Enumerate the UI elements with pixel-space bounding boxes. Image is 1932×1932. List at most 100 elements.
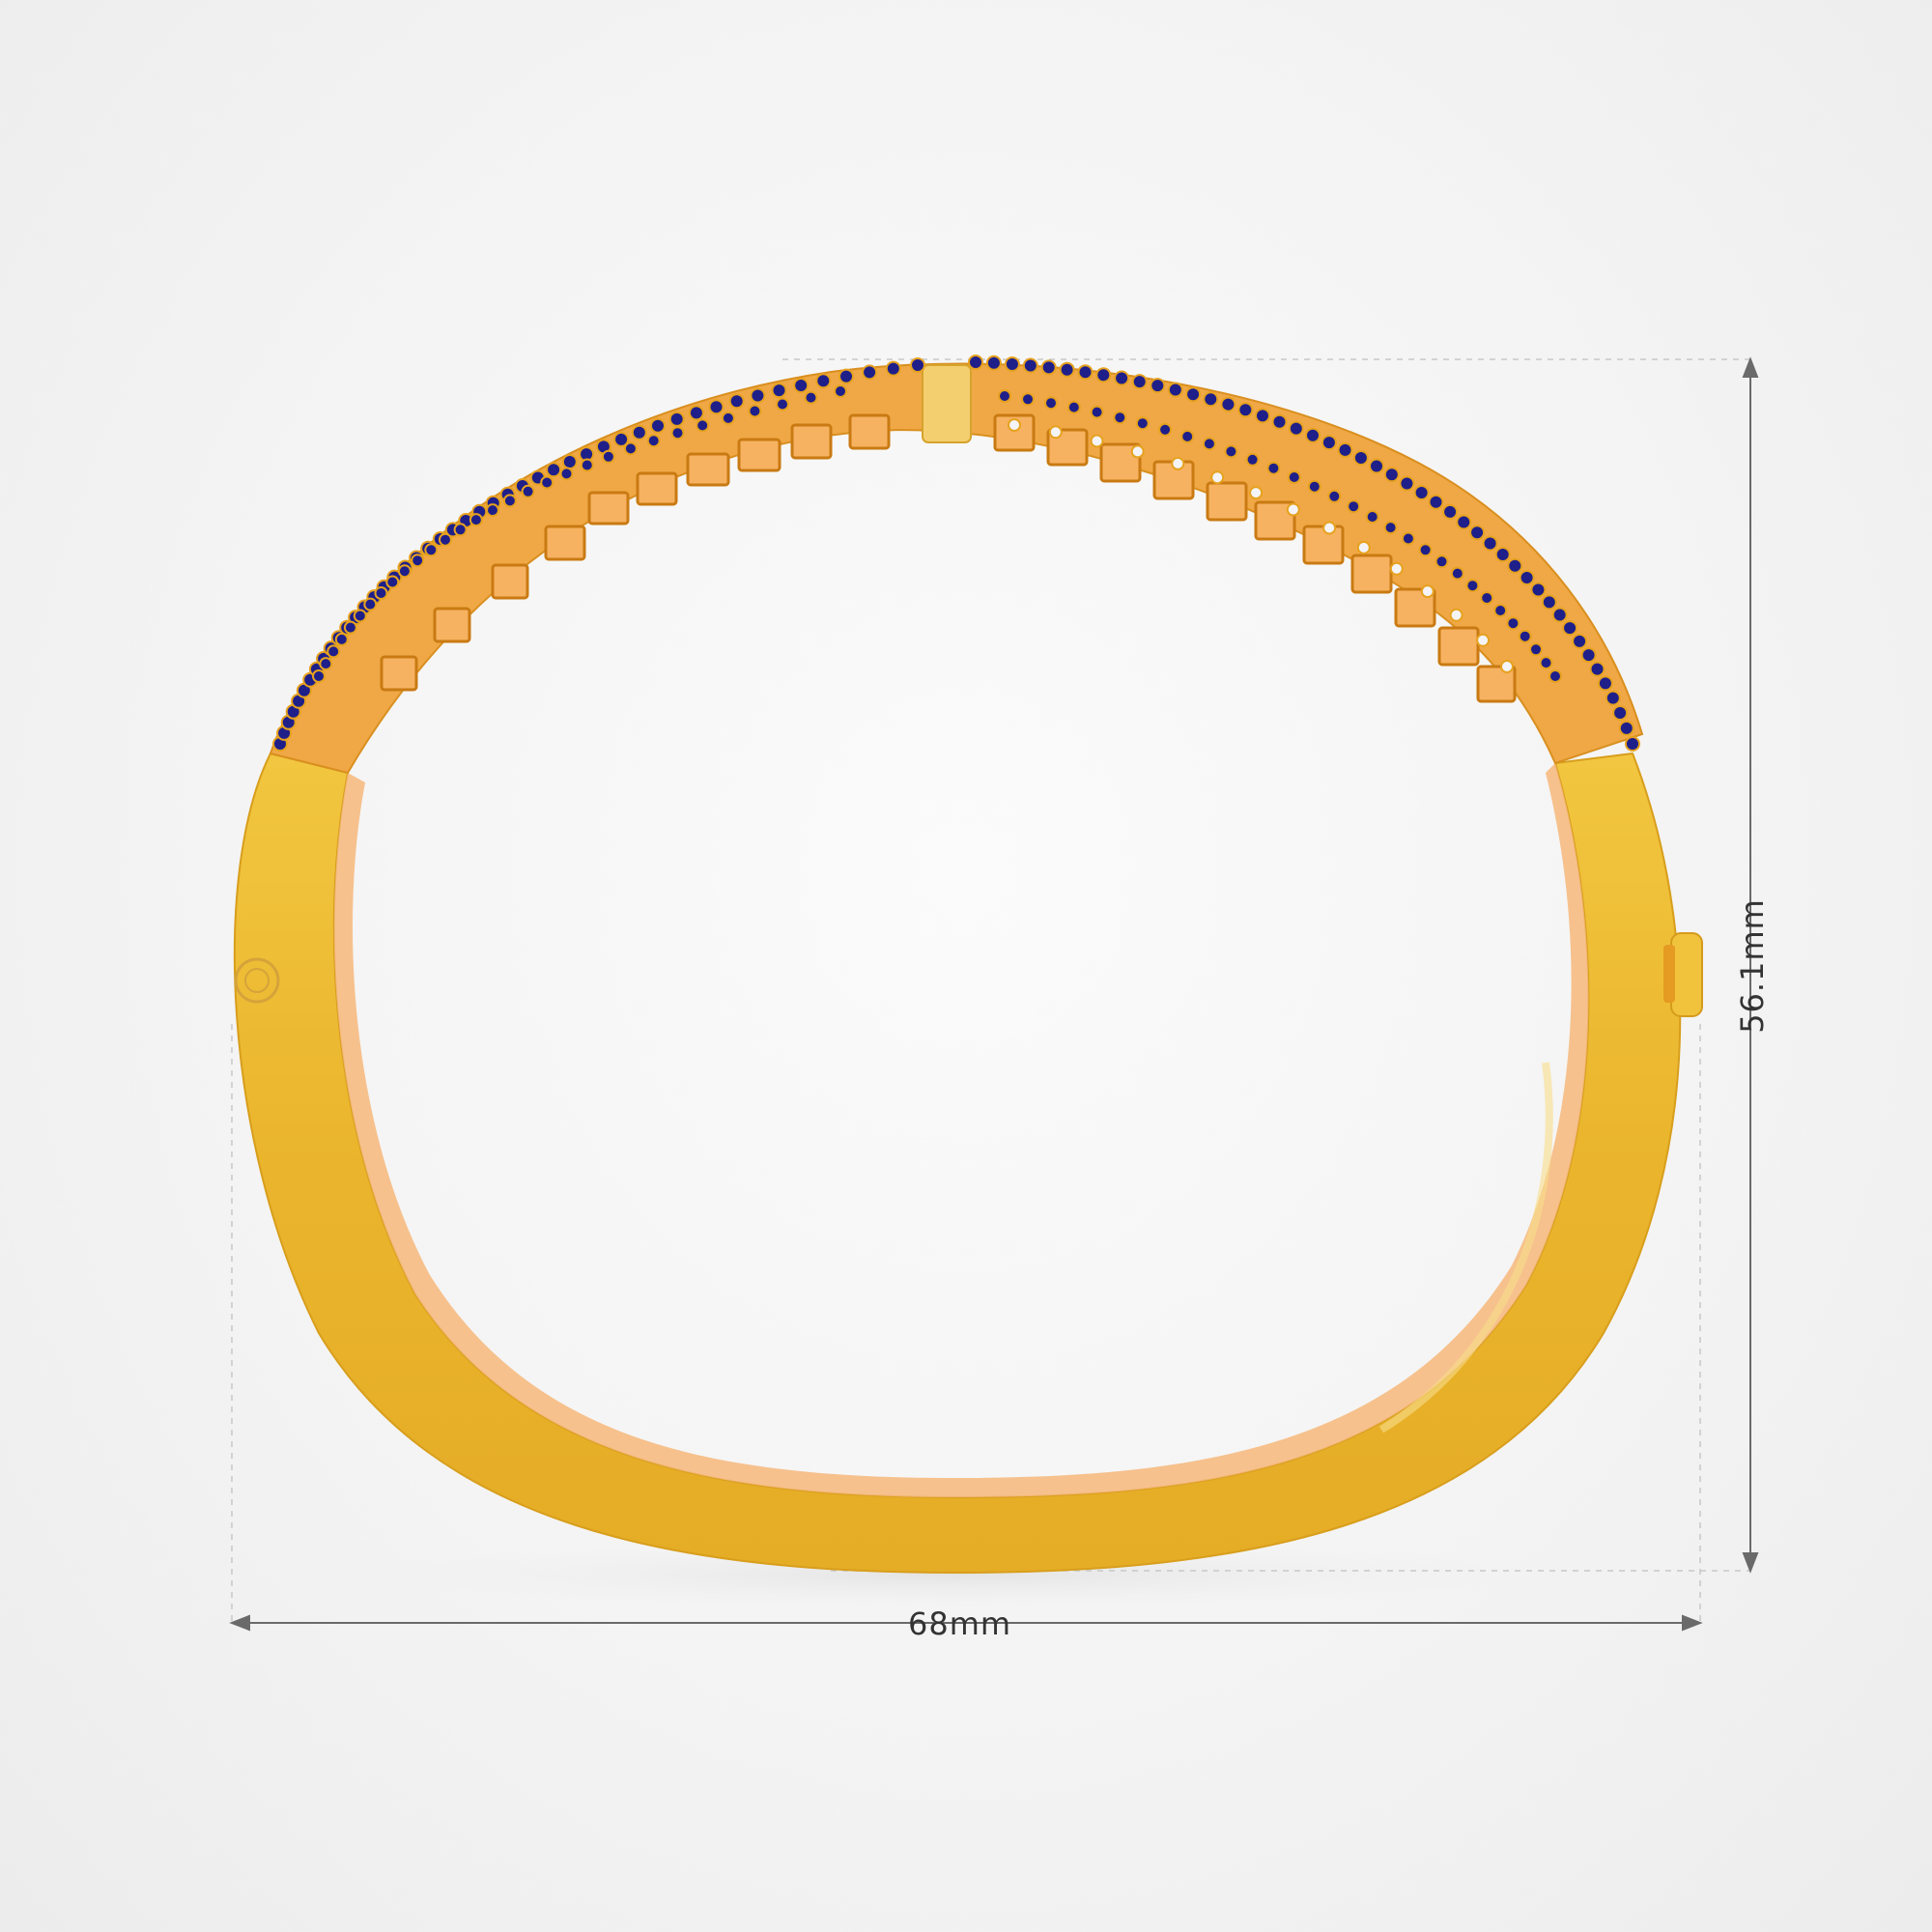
- arrow-down-icon: [1742, 1552, 1759, 1574]
- sapphire-gem: [1541, 594, 1557, 611]
- diamond-accent: [1476, 633, 1491, 647]
- sapphire-gem: [561, 454, 578, 469]
- sapphire-gem: [1288, 420, 1304, 437]
- sapphire-gem: [668, 411, 685, 427]
- sapphire-gem: [838, 368, 854, 384]
- sapphire-gem: [546, 462, 562, 478]
- bangle-outer-band: [233, 752, 1682, 1575]
- sapphire-gem: [1095, 367, 1112, 384]
- sapphire-gem: [748, 404, 762, 418]
- sapphire-gem: [353, 609, 367, 623]
- diamond-accent: [1420, 584, 1435, 599]
- sapphire-gem: [728, 393, 745, 410]
- diamond-accent: [1090, 434, 1104, 448]
- sapphire-gem: [1589, 661, 1605, 677]
- sapphire-gem: [1530, 582, 1547, 598]
- sapphire-gem: [1347, 499, 1361, 514]
- sapphire-gem: [1539, 656, 1553, 670]
- sapphire-gem: [1413, 485, 1430, 500]
- sapphire-gem: [793, 378, 810, 393]
- sapphire-gem: [1040, 359, 1057, 376]
- sapphire-gem: [885, 360, 901, 377]
- diamond-accent: [1008, 418, 1021, 432]
- sapphire-gem: [1044, 396, 1058, 411]
- sapphire-gem: [688, 405, 704, 421]
- sapphire-gem: [1506, 616, 1520, 631]
- sapphire-gem: [1202, 437, 1216, 451]
- sapphire-gem: [1321, 435, 1337, 451]
- sapphire-gem: [312, 669, 326, 683]
- center-clasp: [922, 364, 972, 443]
- sapphire-gem: [1480, 591, 1494, 605]
- sapphire-gem: [1059, 361, 1075, 378]
- sapphire-gem: [1548, 669, 1562, 683]
- sapphire-gem: [1612, 705, 1629, 721]
- sapphire-gem: [708, 399, 724, 415]
- sapphire-gem: [1180, 429, 1195, 443]
- sapphire-gem: [1518, 629, 1532, 643]
- sapphire-gem: [559, 467, 574, 481]
- sapphire-gem: [1220, 396, 1236, 412]
- diamond-accent: [1449, 608, 1463, 622]
- sapphire-gem: [1307, 479, 1321, 494]
- sapphire-gem: [646, 434, 661, 448]
- diamond-accent: [1356, 540, 1371, 554]
- sapphire-gem: [834, 384, 847, 398]
- sapphire-gem: [1255, 408, 1270, 424]
- sapphire-gem: [1450, 566, 1464, 581]
- arrow-right-icon: [1682, 1614, 1703, 1632]
- sapphire-gem: [1004, 356, 1020, 372]
- sapphire-gem: [1131, 374, 1148, 390]
- sapphire-gem: [1469, 525, 1486, 541]
- diamond-accent: [1249, 486, 1264, 500]
- sapphire-gem: [1150, 378, 1166, 394]
- sapphire-gem: [1572, 633, 1588, 649]
- sapphire-gem: [424, 543, 439, 557]
- arrow-up-icon: [1742, 356, 1759, 378]
- sapphire-gem: [613, 431, 630, 447]
- diamond-accent: [1322, 521, 1337, 535]
- sapphire-gem: [776, 397, 789, 412]
- sapphire-gem: [521, 484, 535, 498]
- sapphire-gem: [1551, 607, 1568, 623]
- sapphire-gem: [1456, 514, 1472, 530]
- sapphire-gem: [985, 355, 1002, 371]
- sapphire-gem: [968, 355, 983, 370]
- hinge-icon: [234, 957, 280, 1004]
- sapphire-gem: [1021, 392, 1035, 407]
- sapphire-gem: [1428, 494, 1444, 510]
- sapphire-gem: [1090, 405, 1104, 419]
- sapphire-gem: [374, 586, 388, 600]
- sapphire-gem: [1185, 386, 1202, 403]
- arrow-left-icon: [229, 1614, 250, 1632]
- sapphire-gem: [650, 417, 666, 434]
- sapphire-gem: [540, 475, 554, 490]
- sapphire-gem: [910, 357, 925, 373]
- sapphire-gem: [1519, 570, 1535, 585]
- sapphire-gem: [1245, 452, 1260, 467]
- sapphire-gem: [815, 373, 832, 389]
- sapphire-gem: [1465, 579, 1480, 593]
- sapphire-gem: [363, 597, 378, 611]
- sapphire-gem: [397, 564, 412, 579]
- sapphire-gem: [771, 383, 787, 399]
- sapphire-gem: [327, 644, 341, 659]
- sapphire-gem: [580, 458, 594, 472]
- sapphire-gem: [631, 424, 647, 440]
- sapphire-gem: [1266, 461, 1281, 475]
- sapphire-gem: [601, 449, 615, 464]
- height-dimension-label: 56.1mm: [1734, 898, 1771, 1034]
- sapphire-gem: [1529, 642, 1543, 657]
- diamond-accent: [1210, 470, 1225, 485]
- diamond-accent: [1048, 425, 1063, 440]
- clasp-button-icon: [1670, 932, 1703, 1017]
- sapphire-gem: [1597, 675, 1613, 692]
- sapphire-gem: [385, 575, 400, 589]
- sapphire-gem: [334, 632, 349, 646]
- diamond-accent: [1389, 561, 1404, 576]
- sapphire-gem: [1399, 475, 1415, 492]
- sapphire-gem: [1203, 391, 1219, 408]
- sapphire-gem: [1369, 458, 1384, 474]
